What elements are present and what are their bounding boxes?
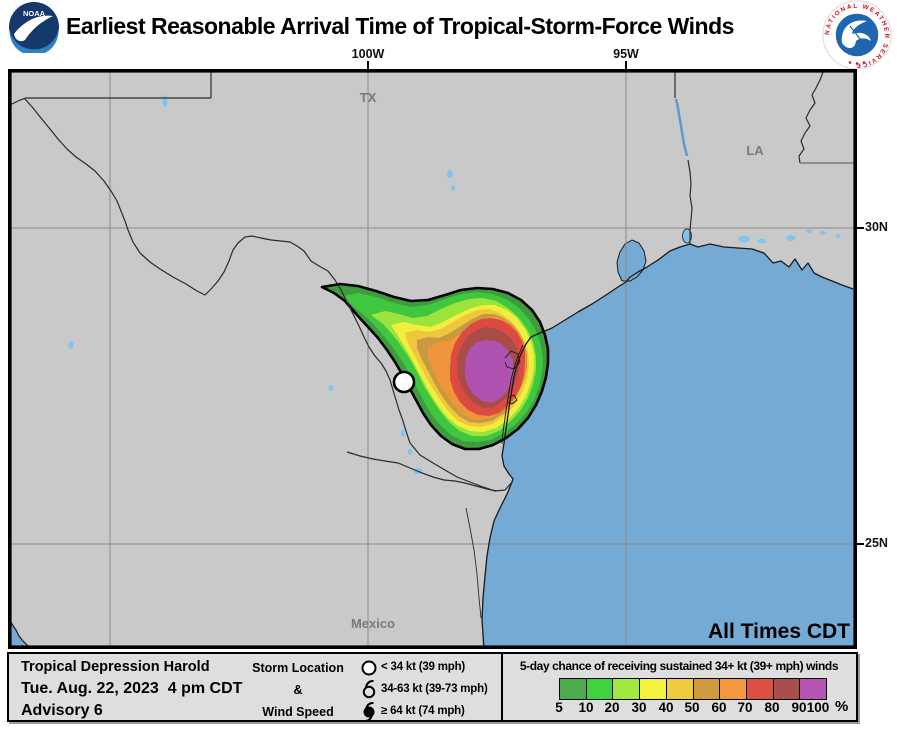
color-swatch-20 <box>613 679 641 699</box>
wind-range-label-3: ≥ 64 kt (74 mph) <box>381 705 465 717</box>
storm-name: Tropical Depression Harold <box>21 659 210 675</box>
symbol-legend-title-1: Storm Location <box>252 661 344 675</box>
color-swatch-90 <box>800 679 827 699</box>
nws-logo: NATIONAL WEATHER SERVICE <box>822 0 892 70</box>
wind-range-label-2: 34-63 kt (39-73 mph) <box>381 683 488 695</box>
scale-tick-30: 30 <box>631 700 647 715</box>
hurricane-icon <box>363 701 375 723</box>
toledo-bend-river <box>674 98 689 157</box>
tropical-storm-icon <box>362 679 376 699</box>
storm-datetime: Tue. Aug. 22, 2023 4 pm CDT <box>21 680 243 697</box>
color-swatch-5 <box>560 679 587 699</box>
noaa-logo: NOAA <box>9 2 59 53</box>
coastline-overlay <box>24 98 854 649</box>
axis-label-25n: 25N <box>865 536 888 550</box>
axis-tick-100w <box>367 61 369 69</box>
label-tx: TX <box>360 90 377 105</box>
color-swatch-30 <box>640 679 667 699</box>
wind-probability-swath <box>320 282 550 451</box>
scale-tick-5: 5 <box>555 700 563 715</box>
scale-tick-10: 10 <box>578 700 594 715</box>
storm-advisory: Advisory 6 <box>21 702 103 719</box>
storm-location-marker <box>392 370 416 394</box>
scale-tick-80: 80 <box>764 700 780 715</box>
scale-unit: % <box>835 698 849 715</box>
wind-range-label-1: < 34 kt (39 mph) <box>381 661 466 673</box>
probability-legend-title: 5-day chance of receiving sustained 34+ … <box>519 659 839 673</box>
label-mexico: Mexico <box>351 616 395 631</box>
map-canvas: TX LA Mexico All Times CDT <box>8 69 857 649</box>
galveston-bay <box>616 239 647 282</box>
scale-tick-50: 50 <box>684 700 700 715</box>
borders-and-rivers <box>9 71 856 619</box>
noaa-logo-text: NOAA <box>23 9 46 18</box>
label-all-times: All Times CDT <box>708 620 850 643</box>
axis-tick-30n <box>856 227 864 229</box>
label-la: LA <box>746 143 764 158</box>
color-swatch-60 <box>720 679 747 699</box>
symbol-legend-title-2: & <box>293 683 303 697</box>
swath-ring-90pct <box>465 340 514 403</box>
axis-label-30n: 30N <box>865 220 888 234</box>
color-swatch-70 <box>746 679 774 699</box>
probability-color-bar <box>559 678 827 700</box>
axis-label-100w: 100W <box>351 47 385 61</box>
axis-tick-95w <box>625 61 627 69</box>
scale-tick-20: 20 <box>604 700 620 715</box>
page-title: Earliest Reasonable Arrival Time of Trop… <box>66 13 734 39</box>
color-swatch-10 <box>586 679 614 699</box>
color-swatch-80 <box>773 679 801 699</box>
symbol-legend-title-3: Wind Speed <box>262 705 334 719</box>
scale-tick-100: 100 <box>806 700 830 715</box>
pacific-corner-water <box>8 618 31 649</box>
gulf-of-mexico-water <box>482 244 856 649</box>
storm-info: Tropical Depression Harold Tue. Aug. 22,… <box>21 657 242 722</box>
footer-divider <box>501 654 503 720</box>
open-circle-icon <box>361 660 377 676</box>
scale-tick-70: 70 <box>737 700 753 715</box>
scale-tick-40: 40 <box>658 700 674 715</box>
color-swatch-40 <box>666 679 694 699</box>
axis-label-95w: 95W <box>613 47 639 61</box>
scale-tick-60: 60 <box>711 700 727 715</box>
scale-tick-90: 90 <box>791 700 807 715</box>
map-border <box>8 69 857 649</box>
axis-tick-25n <box>856 543 864 545</box>
color-swatch-50 <box>693 679 721 699</box>
footer-legend-box: Tropical Depression Harold Tue. Aug. 22,… <box>7 652 858 723</box>
gridlines <box>10 72 855 647</box>
